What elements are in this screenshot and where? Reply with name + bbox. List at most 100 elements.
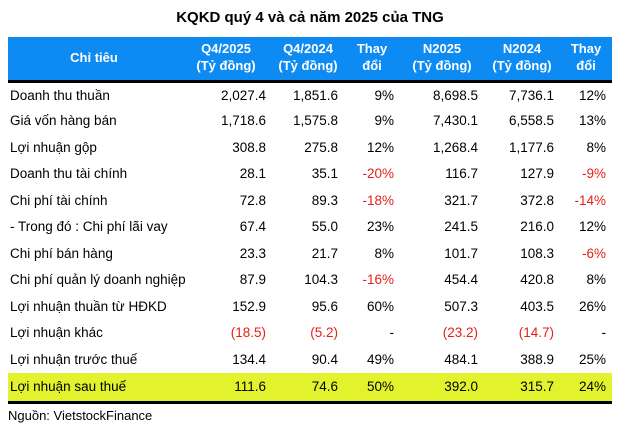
cell-change-q: 50% bbox=[344, 372, 400, 404]
cell-change-y: 13% bbox=[560, 107, 612, 134]
cell-q4-2024: 55.0 bbox=[272, 213, 344, 240]
cell-q4-2025: 152.9 bbox=[180, 293, 272, 320]
cell-n2024: 315.7 bbox=[484, 372, 560, 404]
column-header-thay-doi-quarter: Thay đổi bbox=[344, 37, 400, 83]
cell-q4-2024: 90.4 bbox=[272, 346, 344, 373]
row-label: Giá vốn hàng bán bbox=[8, 107, 180, 134]
cell-n2025: 484.1 bbox=[400, 346, 484, 373]
row-label: Doanh thu thuần bbox=[8, 81, 180, 108]
cell-n2025: 101.7 bbox=[400, 240, 484, 267]
table-row: Lợi nhuận thuần từ HĐKD 152.9 95.6 60% 507.3… bbox=[8, 293, 612, 320]
cell-n2025: 507.3 bbox=[400, 293, 484, 320]
cell-n2024: 127.9 bbox=[484, 160, 560, 187]
cell-change-y: 12% bbox=[560, 213, 612, 240]
row-label: Lợi nhuận gộp bbox=[8, 134, 180, 161]
row-label: Chi phí quản lý doanh nghiệp bbox=[8, 266, 186, 293]
cell-change-q: 60% bbox=[344, 293, 400, 320]
cell-q4-2025: (18.5) bbox=[180, 319, 272, 346]
cell-change-q: -18% bbox=[344, 187, 400, 214]
table-row: Chi phí quản lý doanh nghiệp 87.9 104.3 -16… bbox=[8, 266, 612, 293]
table-header: Chỉ tiêu Q4/2025 (Tỷ đồng) Q4/2024 (Tỷ đồn… bbox=[8, 37, 612, 83]
cell-change-y: 24% bbox=[560, 372, 612, 404]
cell-change-y: -6% bbox=[560, 240, 612, 267]
row-label: Lợi nhuận trước thuế bbox=[8, 346, 180, 373]
cell-change-y: - bbox=[560, 319, 612, 346]
cell-change-y: 25% bbox=[560, 346, 612, 373]
table-row: Lợi nhuận gộp 308.8 275.8 12% 1,268.4 1,177.6… bbox=[8, 134, 612, 161]
cell-q4-2025: 134.4 bbox=[180, 346, 272, 373]
cell-n2024: 216.0 bbox=[484, 213, 560, 240]
cell-n2024: 420.8 bbox=[484, 266, 560, 293]
table-body: Doanh thu thuần 2,027.4 1,851.6 9% 8,698.5 7,… bbox=[8, 81, 612, 404]
cell-n2025: 116.7 bbox=[400, 160, 484, 187]
cell-n2025: 241.5 bbox=[400, 213, 484, 240]
cell-n2024: 6,558.5 bbox=[484, 107, 560, 134]
cell-n2024: 108.3 bbox=[484, 240, 560, 267]
cell-change-q: - bbox=[344, 319, 400, 346]
cell-q4-2024: 74.6 bbox=[272, 372, 344, 404]
cell-change-y: 26% bbox=[560, 293, 612, 320]
cell-q4-2025: 111.6 bbox=[180, 372, 272, 404]
cell-q4-2025: 67.4 bbox=[180, 213, 272, 240]
cell-n2025: (23.2) bbox=[400, 319, 484, 346]
cell-n2024: 372.8 bbox=[484, 187, 560, 214]
cell-q4-2025: 2,027.4 bbox=[180, 81, 272, 108]
cell-change-q: 9% bbox=[344, 107, 400, 134]
cell-change-q: 12% bbox=[344, 134, 400, 161]
cell-change-q: 49% bbox=[344, 346, 400, 373]
column-header-q4-2024: Q4/2024 (Tỷ đồng) bbox=[272, 37, 344, 83]
cell-n2024: 388.9 bbox=[484, 346, 560, 373]
cell-change-q: 8% bbox=[344, 240, 400, 267]
row-label: Lợi nhuận thuần từ HĐKD bbox=[8, 293, 180, 320]
cell-change-y: 12% bbox=[560, 81, 612, 108]
source-caption: Nguồn: VietstockFinance bbox=[8, 408, 153, 423]
cell-n2024: (14.7) bbox=[484, 319, 560, 346]
column-header-n2024: N2024 (Tỷ đồng) bbox=[484, 37, 560, 83]
cell-q4-2024: 275.8 bbox=[272, 134, 344, 161]
cell-q4-2025: 87.9 bbox=[180, 266, 272, 293]
cell-q4-2025: 28.1 bbox=[180, 160, 272, 187]
cell-q4-2025: 72.8 bbox=[180, 187, 272, 214]
cell-q4-2024: 1,851.6 bbox=[272, 81, 344, 108]
table-row: - Trong đó : Chi phí lãi vay 67.4 55.0 23% 2… bbox=[8, 213, 612, 240]
column-header-thay-doi-year: Thay đổi bbox=[560, 37, 612, 83]
cell-n2025: 8,698.5 bbox=[400, 81, 484, 108]
cell-change-y: 8% bbox=[560, 266, 612, 293]
cell-q4-2024: 21.7 bbox=[272, 240, 344, 267]
row-label: Chi phí bán hàng bbox=[8, 240, 180, 267]
cell-n2025: 392.0 bbox=[400, 372, 484, 404]
cell-change-y: -14% bbox=[560, 187, 612, 214]
cell-n2025: 7,430.1 bbox=[400, 107, 484, 134]
header-row: Chỉ tiêu Q4/2025 (Tỷ đồng) Q4/2024 (Tỷ đồn… bbox=[8, 37, 612, 83]
cell-n2025: 1,268.4 bbox=[400, 134, 484, 161]
cell-n2024: 1,177.6 bbox=[484, 134, 560, 161]
table-row: Doanh thu thuần 2,027.4 1,851.6 9% 8,698.5 7,… bbox=[8, 81, 612, 108]
column-header-n2025: N2025 (Tỷ đồng) bbox=[400, 37, 484, 83]
cell-q4-2025: 308.8 bbox=[180, 134, 272, 161]
cell-n2024: 7,736.1 bbox=[484, 81, 560, 108]
cell-change-y: 8% bbox=[560, 134, 612, 161]
table-row: Chi phí tài chính 72.8 89.3 -18% 321.7 372.8-… bbox=[8, 187, 612, 214]
page-title: KQKD quý 4 và cả năm 2025 của TNG bbox=[176, 9, 444, 26]
column-header-q4-2025: Q4/2025 (Tỷ đồng) bbox=[180, 37, 272, 83]
cell-q4-2024: 95.6 bbox=[272, 293, 344, 320]
cell-n2025: 321.7 bbox=[400, 187, 484, 214]
row-label: - Trong đó : Chi phí lãi vay bbox=[8, 213, 180, 240]
cell-change-q: 23% bbox=[344, 213, 400, 240]
cell-change-q: 9% bbox=[344, 81, 400, 108]
cell-q4-2024: 35.1 bbox=[272, 160, 344, 187]
cell-q4-2025: 1,718.6 bbox=[180, 107, 272, 134]
cell-q4-2024: 1,575.8 bbox=[272, 107, 344, 134]
cell-q4-2025: 23.3 bbox=[180, 240, 272, 267]
cell-q4-2024: (5.2) bbox=[272, 319, 344, 346]
table-row: Lợi nhuận khác (18.5) (5.2) - (23.2) (14.7) - bbox=[8, 319, 612, 346]
row-label: Chi phí tài chính bbox=[8, 187, 180, 214]
table-row: Giá vốn hàng bán 1,718.6 1,575.8 9% 7,430.1 6… bbox=[8, 107, 612, 134]
cell-change-q: -16% bbox=[344, 266, 400, 293]
row-label: Lợi nhuận khác bbox=[8, 319, 180, 346]
column-header-chi-tieu: Chỉ tiêu bbox=[8, 37, 180, 83]
table-row: Chi phí bán hàng 23.3 21.7 8% 101.7 108.3 -6% bbox=[8, 240, 612, 267]
table-row: Doanh thu tài chính 28.1 35.1 -20% 116.7 127.… bbox=[8, 160, 612, 187]
cell-change-q: -20% bbox=[344, 160, 400, 187]
